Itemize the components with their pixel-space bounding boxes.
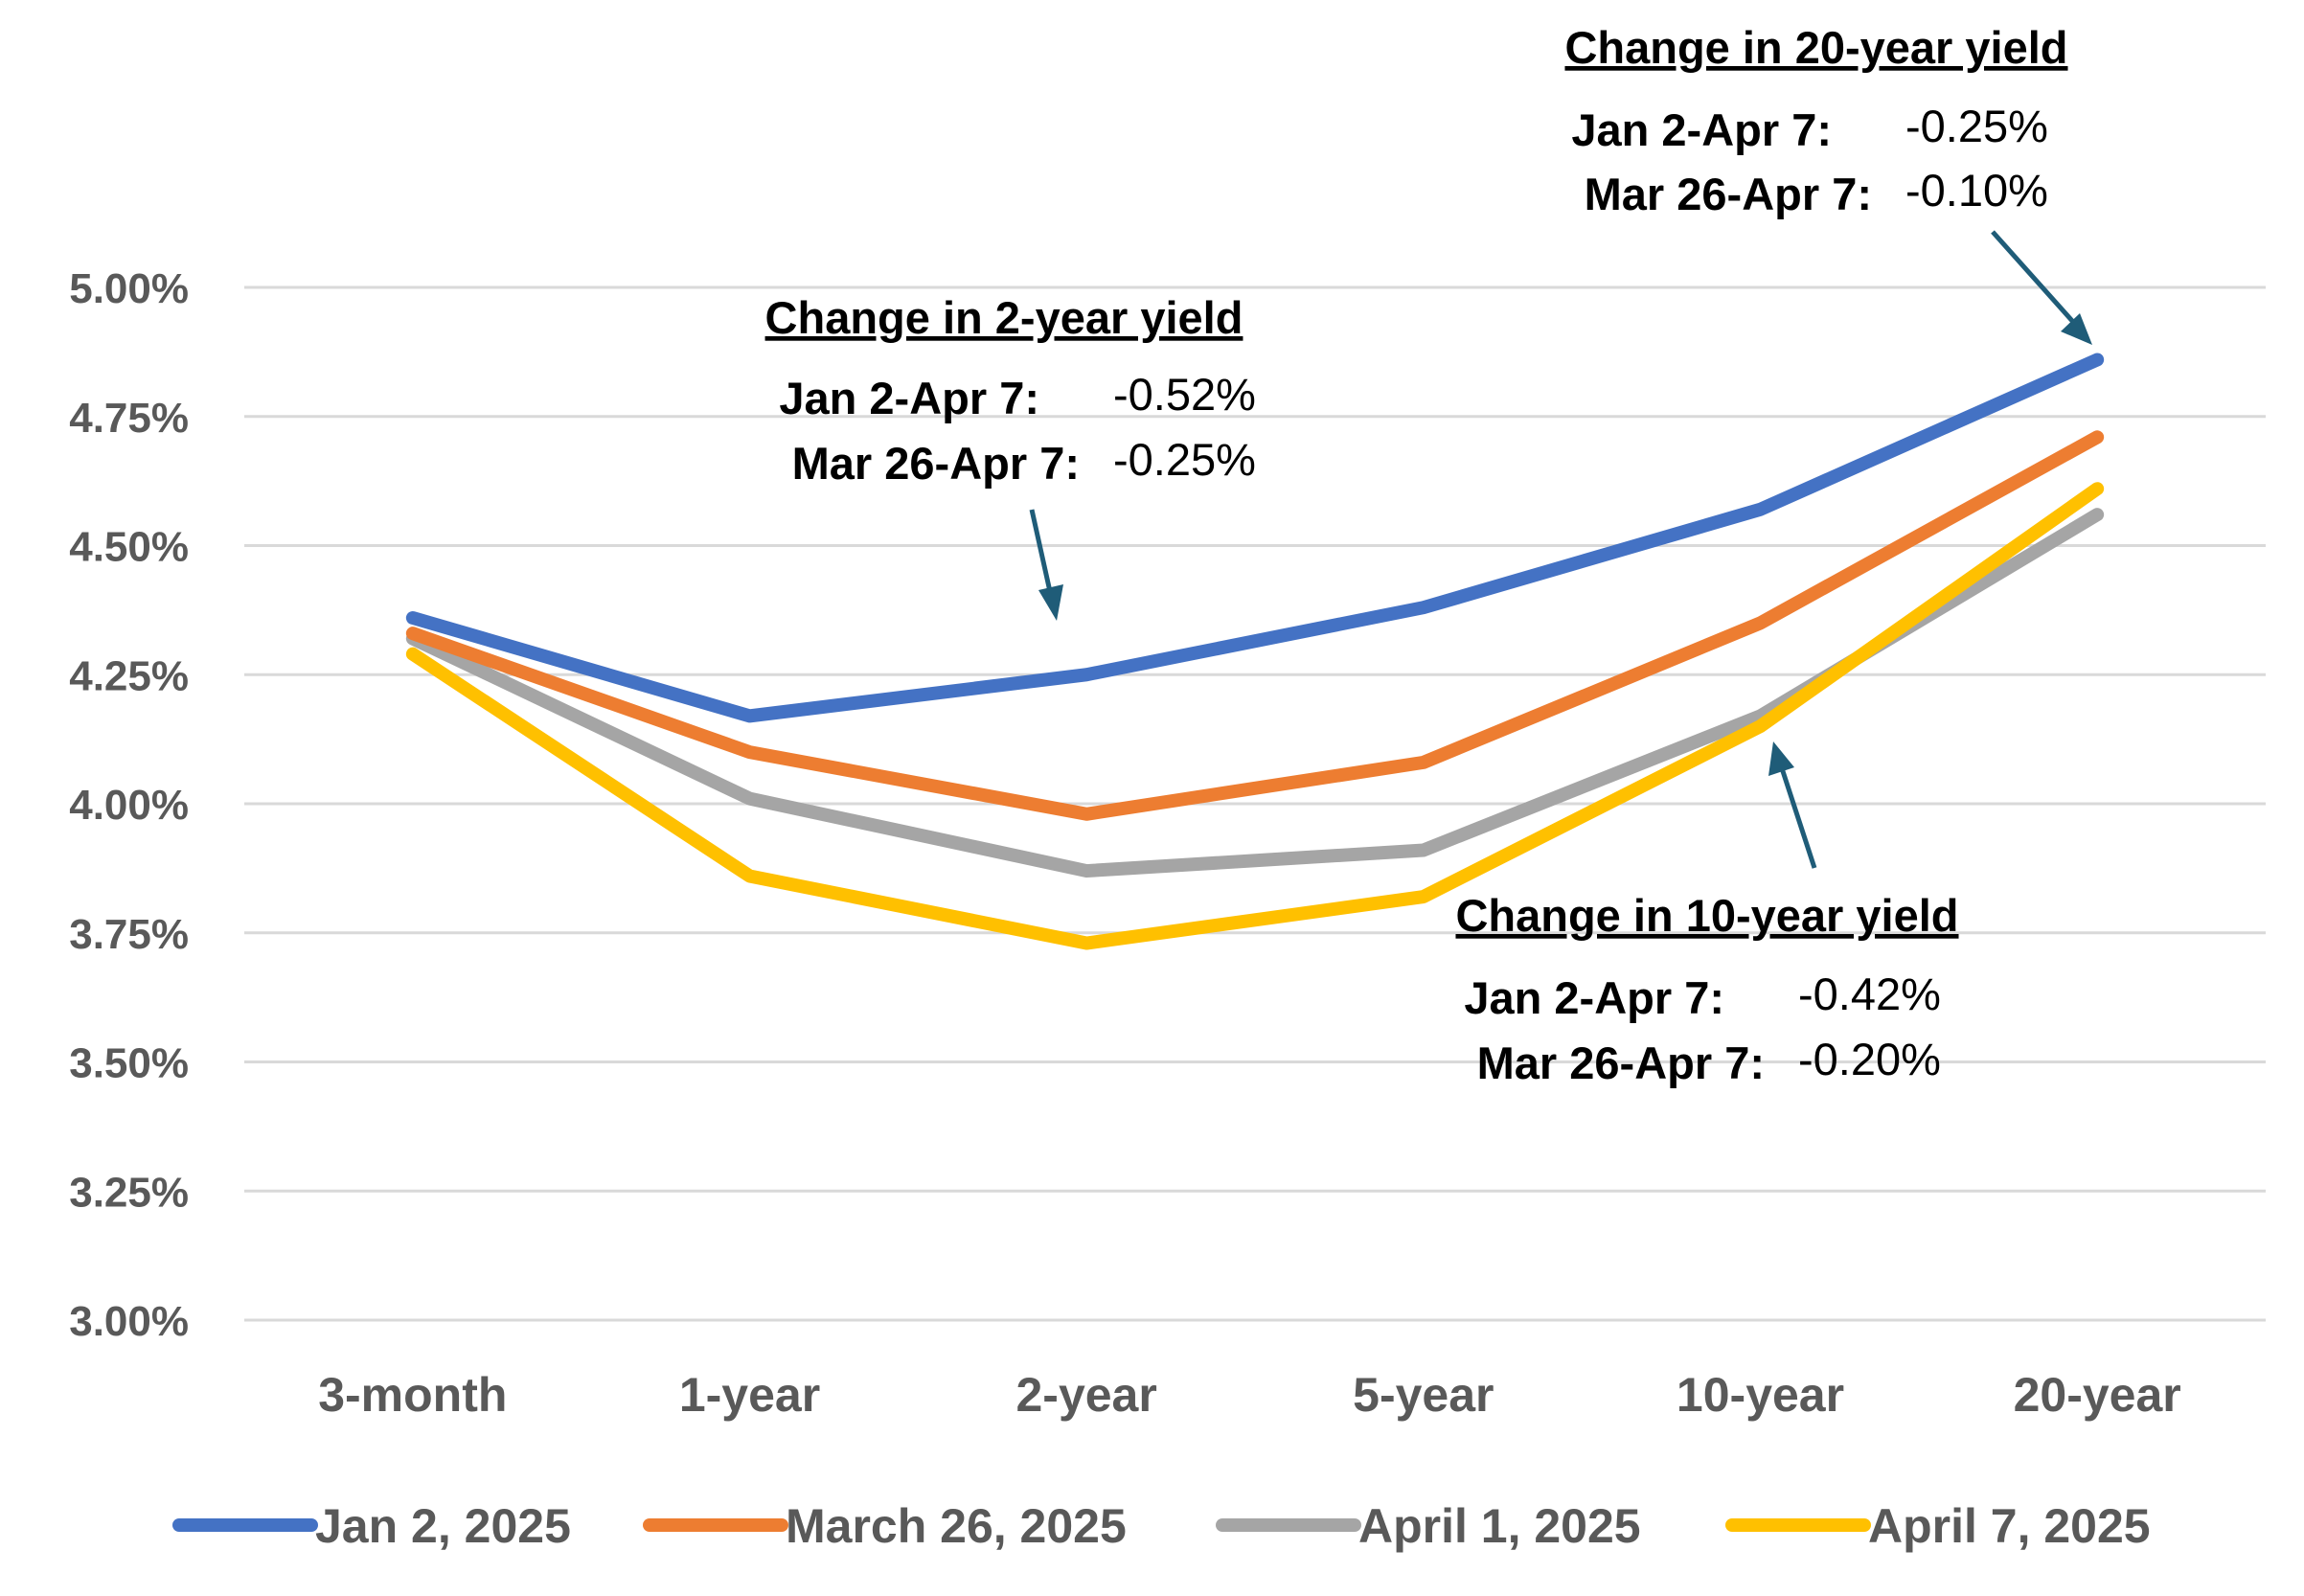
annotation-ten-year-title: Change in 10-year yield [1455, 890, 1958, 941]
annotation-ten-year-value-2: -0.20% [1798, 1034, 1941, 1084]
y-axis-tick-labels: 3.00% 3.25% 3.50% 3.75% 4.00% 4.25% 4.50% 4.75%… [69, 265, 189, 1345]
x-tick-label: 5-year [1353, 1368, 1494, 1422]
legend: Jan 2, 2025 March 26, 2025 April 1, 2025 Ap… [172, 1499, 2151, 1553]
series-line-3 [405, 482, 2105, 950]
annotation-two-year-value-2: -0.25% [1113, 434, 1256, 485]
legend-label-3: April 7, 2025 [1868, 1499, 2151, 1553]
y-tick-label: 3.25% [69, 1169, 189, 1216]
annotation-twenty-year-value-1: -0.25% [1905, 101, 2048, 151]
annotation-twenty-year-value-2: -0.10% [1905, 165, 2048, 216]
y-tick-label: 3.50% [69, 1040, 189, 1087]
legend-label-0: Jan 2, 2025 [315, 1499, 571, 1553]
y-tick-label: 4.25% [69, 652, 189, 699]
annotation-ten-year: Change in 10-year yield Jan 2-Apr 7: -0.… [1455, 890, 1958, 1088]
annotation-two-year: Change in 2-year yield Jan 2-Apr 7: -0.5… [765, 292, 1256, 489]
annotation-ten-year-label-2: Mar 26-Apr 7: [1477, 1037, 1765, 1088]
arrow-twenty-year-head [2061, 313, 2092, 345]
y-tick-label: 4.75% [69, 395, 189, 442]
arrow-two-year-head [1038, 584, 1063, 621]
annotation-two-year-title: Change in 2-year yield [765, 292, 1243, 343]
gridlines [244, 285, 2266, 1322]
annotation-two-year-label-1: Jan 2-Apr 7: [779, 373, 1039, 423]
annotation-two-year-value-1: -0.52% [1113, 369, 1256, 420]
series-lines [405, 353, 2105, 950]
arrow-two-year-shaft [1029, 509, 1054, 597]
y-tick-label: 5.00% [69, 265, 189, 312]
y-tick-label: 4.00% [69, 782, 189, 829]
annotation-twenty-year-title: Change in 20-year yield [1564, 22, 2067, 73]
annotation-two-year-label-2: Mar 26-Apr 7: [792, 438, 1080, 489]
annotation-ten-year-label-1: Jan 2-Apr 7: [1464, 972, 1724, 1023]
series-line-0 [405, 353, 2105, 723]
arrow-ten-year-head [1768, 741, 1794, 776]
annotation-ten-year-value-1: -0.42% [1798, 969, 1941, 1019]
x-axis-tick-labels: 3-month 1-year 2-year 5-year 10-year 20-year [318, 1368, 2181, 1422]
legend-label-2: April 1, 2025 [1358, 1499, 1641, 1553]
x-tick-label: 3-month [318, 1368, 507, 1422]
annotation-twenty-year-label-1: Jan 2-Apr 7: [1571, 104, 1832, 155]
arrow-twenty-year-shaft [1991, 230, 2075, 324]
annotation-twenty-year: Change in 20-year yield Jan 2-Apr 7: -0.… [1564, 22, 2067, 219]
x-tick-label: 2-year [1015, 1368, 1156, 1422]
annotation-arrows [1029, 230, 2092, 869]
arrow-ten-year-shaft [1779, 767, 1817, 869]
x-tick-label: 10-year [1677, 1368, 1844, 1422]
x-tick-label: 1-year [679, 1368, 820, 1422]
series-line-1 [405, 430, 2105, 821]
y-tick-label: 3.75% [69, 911, 189, 958]
annotation-twenty-year-label-2: Mar 26-Apr 7: [1585, 169, 1872, 219]
y-tick-label: 3.00% [69, 1298, 189, 1345]
x-tick-label: 20-year [2014, 1368, 2181, 1422]
y-tick-label: 4.50% [69, 524, 189, 571]
legend-label-1: March 26, 2025 [786, 1499, 1127, 1553]
